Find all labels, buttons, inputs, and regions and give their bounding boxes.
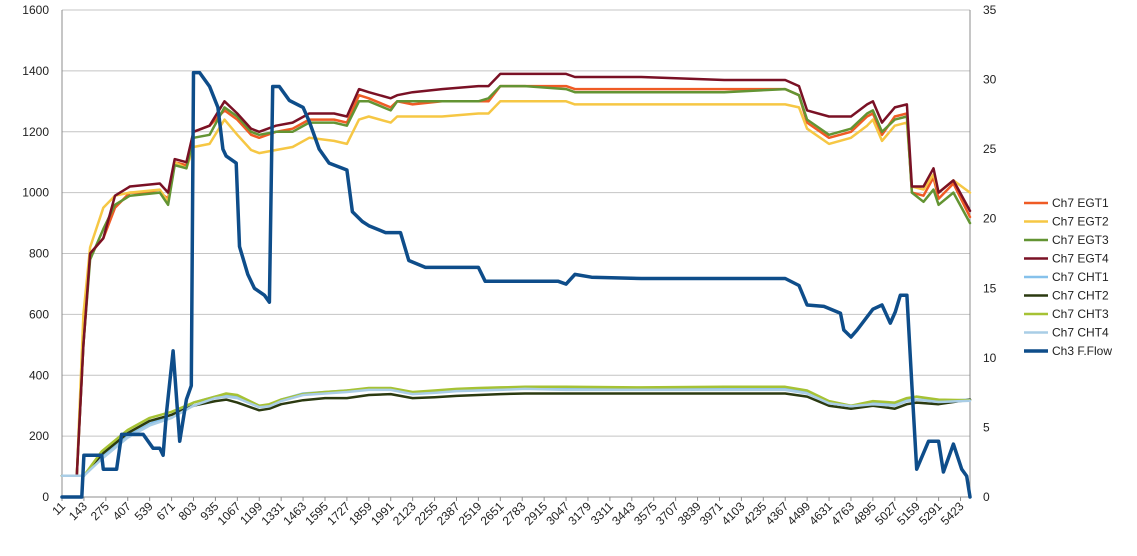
legend-label: Ch7 CHT2: [1052, 289, 1109, 303]
legend-label: Ch7 CHT1: [1052, 270, 1109, 284]
left-tick-label: 1200: [22, 125, 49, 139]
right-tick-label: 25: [983, 142, 997, 156]
series-lines: [60, 70, 972, 499]
left-tick-label: 600: [29, 307, 49, 321]
left-axis-ticks: 0 200 400 600 800 1000 1200 1400 1600: [22, 3, 49, 504]
series-line-ch3-f-flow: [60, 70, 972, 499]
legend-label: Ch7 EGT2: [1052, 215, 1109, 229]
gridlines: [62, 9, 970, 498]
right-tick-label: 30: [983, 73, 997, 87]
legend-label: Ch7 CHT4: [1052, 326, 1109, 340]
left-tick-label: 1000: [22, 186, 49, 200]
axes: [61, 10, 971, 501]
right-tick-label: 5: [983, 420, 990, 434]
legend-label: Ch3 F.Flow: [1052, 344, 1112, 358]
legend: Ch7 EGT1 Ch7 EGT2 Ch7 EGT3 Ch7 EGT4 Ch7 CHT1…: [1024, 196, 1112, 358]
legend-label: Ch7 EGT3: [1052, 233, 1109, 247]
right-axis-ticks: 0 5 10 15 20 25 30 35: [983, 3, 997, 504]
left-tick-label: 1400: [22, 64, 49, 78]
left-tick-label: 1600: [22, 3, 49, 17]
right-tick-label: 35: [983, 3, 997, 17]
right-tick-label: 10: [983, 351, 997, 365]
series-line-ch7-egt3: [60, 84, 972, 477]
legend-label: Ch7 EGT4: [1052, 252, 1109, 266]
right-tick-label: 20: [983, 212, 997, 226]
right-tick-label: 15: [983, 281, 997, 295]
series-line-ch7-cht4: [60, 387, 972, 477]
left-tick-label: 800: [29, 247, 49, 261]
series-line-ch7-egt4: [60, 72, 972, 477]
left-tick-label: 0: [42, 490, 49, 504]
right-tick-label: 0: [983, 490, 990, 504]
left-tick-label: 400: [29, 368, 49, 382]
legend-label: Ch7 EGT1: [1052, 196, 1109, 210]
legend-label: Ch7 CHT3: [1052, 307, 1109, 321]
left-tick-label: 200: [29, 429, 49, 443]
